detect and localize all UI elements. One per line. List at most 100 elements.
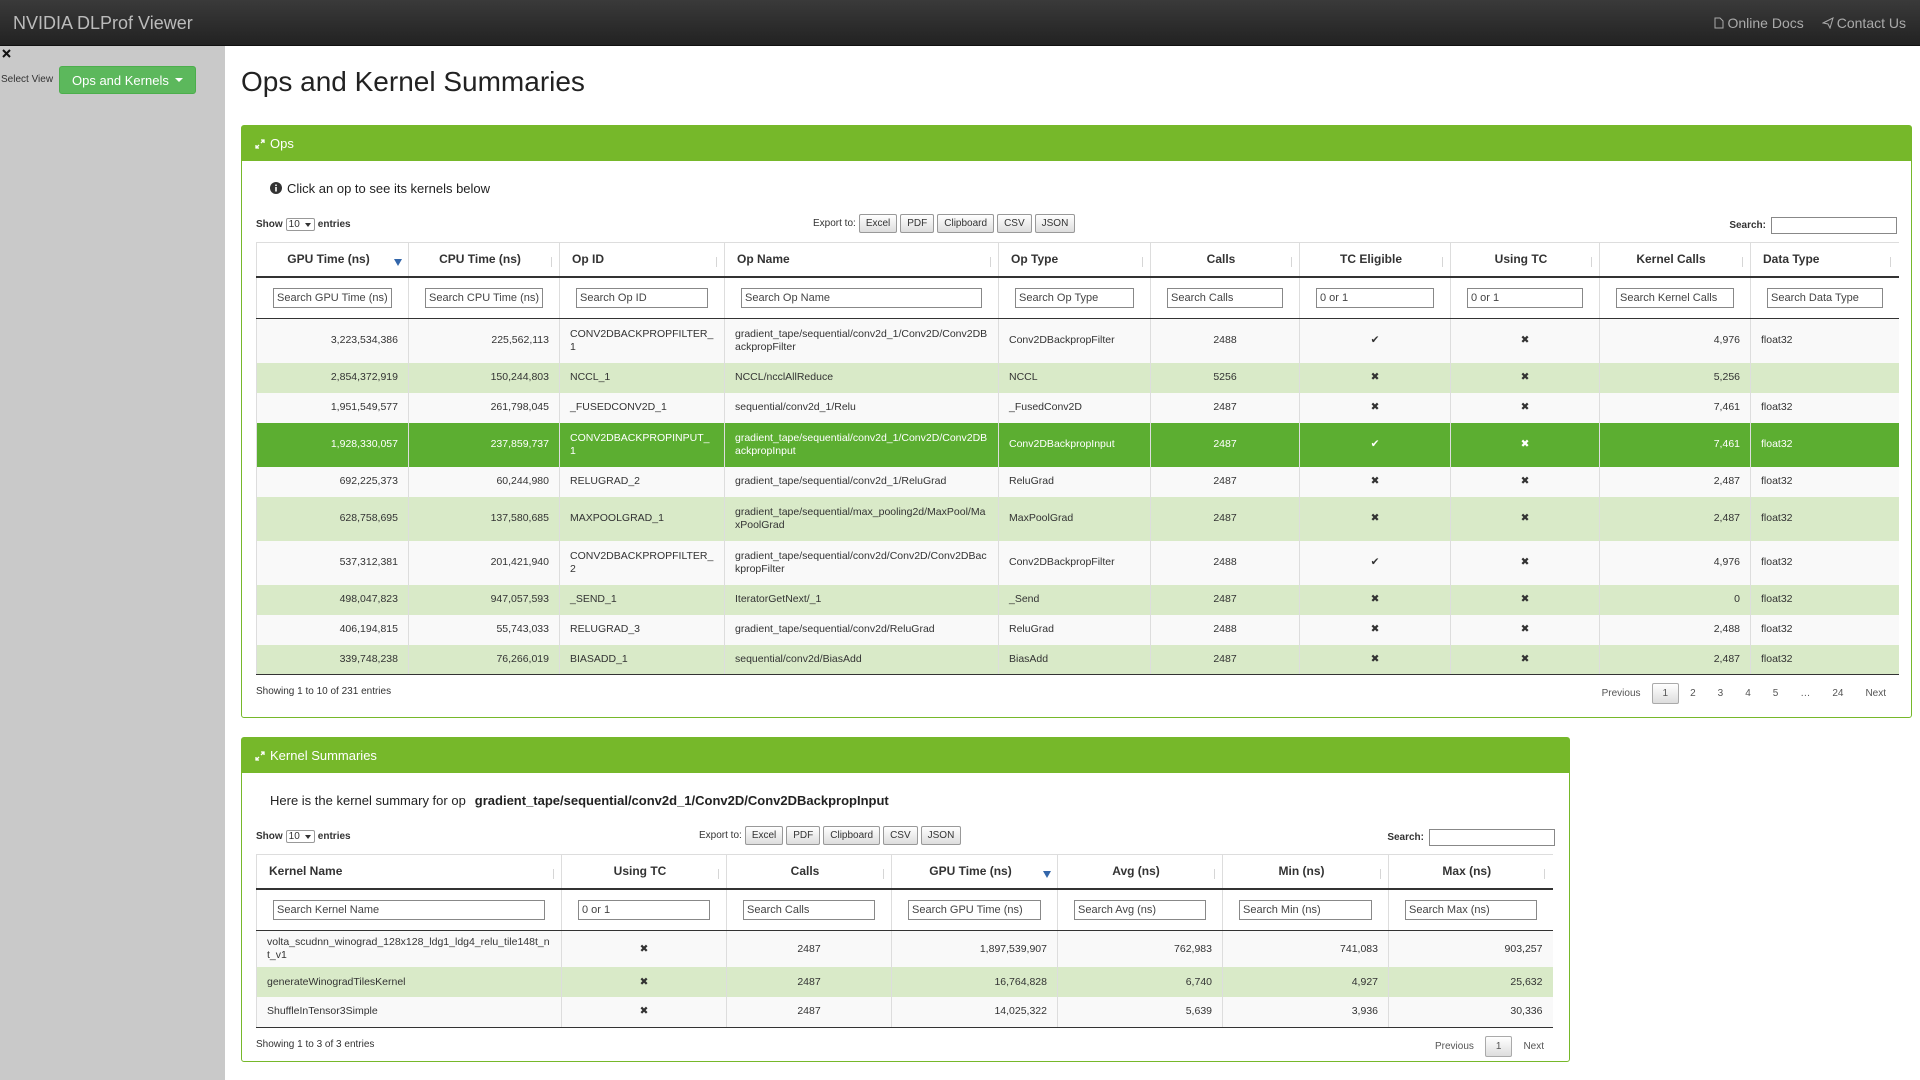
- cell: 2487: [726, 967, 892, 997]
- length-select[interactable]: 10: [285, 830, 315, 843]
- column-header[interactable]: Calls: [1150, 242, 1300, 278]
- table-row[interactable]: 498,047,823 947,057,593 _SEND_1 IteratorGet…: [256, 584, 1899, 615]
- column-filter[interactable]: [1405, 899, 1537, 920]
- export-button[interactable]: PDF: [786, 826, 821, 845]
- page-button[interactable]: 2: [1690, 688, 1696, 699]
- column-header[interactable]: Avg (ns): [1057, 854, 1223, 890]
- table-row[interactable]: 1,951,549,577 261,798,045 _FUSEDCONV2D_1 se…: [256, 392, 1899, 423]
- column-filter[interactable]: [1467, 287, 1583, 308]
- column-filter[interactable]: [273, 287, 392, 308]
- table-head: Kernel Name Using TC Calls GPU Time (ns) Avg…: [256, 854, 1553, 931]
- page-button[interactable]: 4: [1745, 688, 1751, 699]
- cell: ✖: [1450, 584, 1600, 615]
- export-button[interactable]: Excel: [744, 826, 784, 845]
- column-filter[interactable]: [273, 899, 545, 920]
- export-button[interactable]: CSV: [997, 214, 1032, 233]
- column-filter[interactable]: [1167, 287, 1283, 308]
- column-filter[interactable]: [1767, 287, 1883, 308]
- column-filter[interactable]: [1316, 287, 1434, 308]
- export-button[interactable]: Clipboard: [823, 826, 881, 845]
- column-filter[interactable]: [576, 287, 708, 308]
- cell: 537,312,381: [256, 540, 409, 585]
- page-button[interactable]: Next: [1523, 1040, 1544, 1052]
- column-header[interactable]: Kernel Name: [256, 854, 562, 890]
- column-filter[interactable]: [1015, 287, 1134, 308]
- column-header[interactable]: Using TC: [561, 854, 727, 890]
- table-row[interactable]: 537,312,381 201,421,940 CONV2DBACKPROPFILT…: [256, 540, 1899, 585]
- table-head: GPU Time (ns) CPU Time (ns) Op ID Op Name Op…: [256, 242, 1899, 319]
- export-button[interactable]: Excel: [858, 214, 898, 233]
- column-header[interactable]: TC Eligible: [1299, 242, 1451, 278]
- page-button[interactable]: 1: [1651, 683, 1680, 704]
- page-button[interactable]: Previous: [1601, 688, 1641, 699]
- column-filter[interactable]: [425, 287, 543, 308]
- page-button[interactable]: 24: [1832, 688, 1844, 699]
- cell: 55,743,033: [408, 614, 560, 645]
- cell: gradient_tape/sequential/conv2d_1/ReluGr…: [724, 466, 999, 497]
- page-button[interactable]: …: [1800, 688, 1811, 699]
- search-input[interactable]: [1771, 217, 1897, 234]
- column-header[interactable]: Calls: [726, 854, 892, 890]
- export-button[interactable]: Clipboard: [937, 214, 995, 233]
- table-row[interactable]: 339,748,238 76,266,019 BIASADD_1 sequential…: [256, 644, 1899, 675]
- panel-heading[interactable]: Ops: [242, 126, 1911, 161]
- length-select[interactable]: 10: [285, 218, 315, 231]
- cell: 5256: [1150, 362, 1300, 393]
- select-label: Select View: [1, 74, 54, 85]
- view-dropdown[interactable]: Ops and Kernels: [59, 66, 196, 94]
- ops-panel: Ops Click an op to see its kernels below…: [241, 125, 1912, 718]
- brand[interactable]: NVIDIA DLProf Viewer: [13, 13, 193, 33]
- table-row[interactable]: 692,225,373 60,244,980 RELUGRAD_2 gradient_…: [256, 466, 1899, 497]
- page-title: Ops and Kernel Summaries: [241, 66, 585, 97]
- column-header[interactable]: Data Type: [1750, 242, 1899, 278]
- cell: 225,562,113: [408, 318, 560, 363]
- filter-cell: [1057, 888, 1223, 931]
- table-row[interactable]: 2,854,372,919 150,244,803 NCCL_1 NCCL/ncclA…: [256, 362, 1899, 393]
- search-input[interactable]: [1429, 829, 1555, 846]
- column-filter[interactable]: [908, 899, 1041, 920]
- column-header[interactable]: GPU Time (ns): [891, 854, 1058, 890]
- column-filter[interactable]: [1616, 287, 1734, 308]
- table-controls: Show 10 entries Export to: Excel PDF Clipboard…: [256, 826, 1555, 854]
- export-button[interactable]: JSON: [920, 826, 962, 845]
- column-header[interactable]: Max (ns): [1388, 854, 1553, 890]
- column-header[interactable]: Op Name: [724, 242, 999, 278]
- docs-link[interactable]: Online Docs: [1714, 15, 1804, 31]
- cell: 2487: [726, 997, 892, 1028]
- export-button[interactable]: CSV: [883, 826, 918, 845]
- column-filter[interactable]: [743, 899, 875, 920]
- column-header[interactable]: Min (ns): [1222, 854, 1389, 890]
- length-label: entries: [317, 219, 351, 230]
- close-icon[interactable]: [2, 49, 11, 58]
- column-header[interactable]: Op Type: [998, 242, 1151, 278]
- panel-heading[interactable]: Kernel Summaries: [242, 738, 1569, 773]
- table-row[interactable]: 3,223,534,386 225,562,113 CONV2DBACKPROPFI…: [256, 318, 1899, 363]
- column-header[interactable]: CPU Time (ns): [408, 242, 560, 278]
- table-footer: Showing 1 to 3 of 3 entries Previous 1 Next: [256, 1035, 1555, 1066]
- export-button[interactable]: JSON: [1034, 214, 1076, 233]
- cell: gradient_tape/sequential/conv2d_1/Conv2D…: [724, 422, 999, 467]
- export-button[interactable]: PDF: [900, 214, 935, 233]
- column-filter[interactable]: [1239, 899, 1372, 920]
- column-header[interactable]: Kernel Calls: [1599, 242, 1751, 278]
- table-row: generateWinogradTilesKernel ✖ 2487 16,764,8…: [256, 967, 1553, 997]
- column-header[interactable]: Using TC: [1450, 242, 1600, 278]
- page-button[interactable]: 1: [1484, 1035, 1513, 1057]
- column-filter[interactable]: [578, 899, 710, 920]
- page-button[interactable]: 5: [1772, 688, 1779, 699]
- page-button[interactable]: Next: [1865, 688, 1886, 699]
- column-filter[interactable]: [741, 287, 982, 308]
- column-filter[interactable]: [1074, 899, 1206, 920]
- contact-link[interactable]: Contact Us: [1821, 15, 1906, 31]
- column-header[interactable]: Op ID: [559, 242, 725, 278]
- cell: float32: [1750, 422, 1899, 467]
- page-button[interactable]: Previous: [1434, 1040, 1474, 1052]
- column-header[interactable]: GPU Time (ns): [256, 242, 409, 278]
- cell: generateWinogradTilesKernel: [256, 967, 562, 997]
- table-row[interactable]: 628,758,695 137,580,685 MAXPOOLGRAD_1 gradi…: [256, 496, 1899, 541]
- page-button[interactable]: 3: [1717, 688, 1724, 699]
- cell: _SEND_1: [559, 584, 725, 615]
- table-row[interactable]: 1,928,330,057 237,859,737 CONV2DBACKPROPIN…: [256, 422, 1899, 467]
- table-row[interactable]: 406,194,815 55,743,033 RELUGRAD_3 gradient_…: [256, 614, 1899, 645]
- cell: ✖: [1299, 466, 1451, 497]
